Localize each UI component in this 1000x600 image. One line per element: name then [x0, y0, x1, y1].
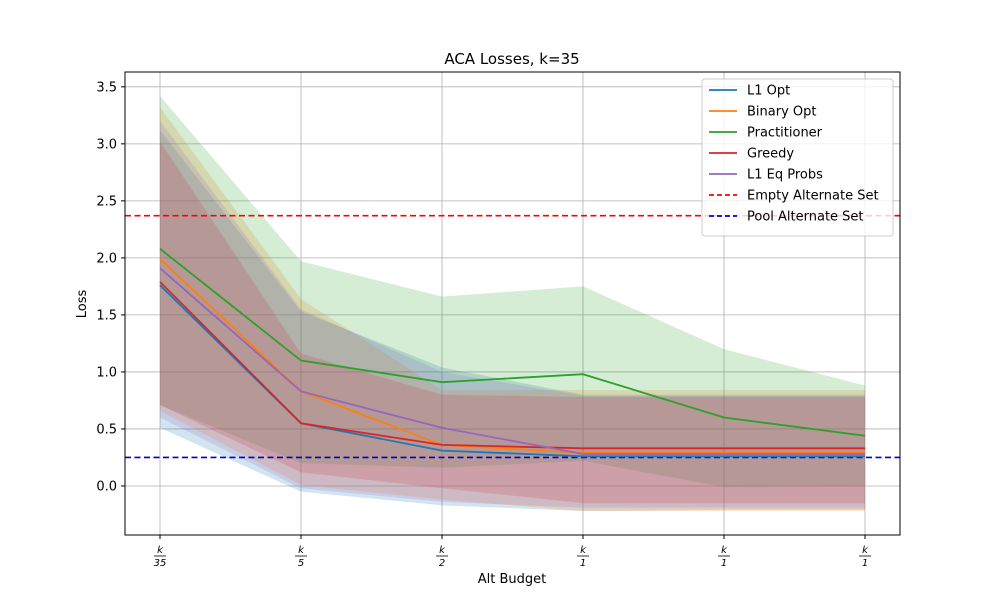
legend-label: Empty Alternate Set — [747, 189, 879, 204]
x-axis-ticks: k 35 k 5 k 2 k 1 k 1 k 1 — [154, 535, 871, 569]
x-axis-label: Alt Budget — [478, 572, 547, 587]
legend-label: Pool Alternate Set — [747, 210, 864, 225]
band-l1-opt — [160, 130, 865, 512]
x-tick-label-denominator: 35 — [154, 558, 167, 569]
x-tick-label-numerator: k — [157, 545, 164, 556]
plot-frame — [124, 71, 901, 536]
legend: L1 Opt Binary Opt Practitioner Greedy L1 Eq … — [701, 78, 894, 237]
band-l1-eq-probs — [160, 121, 865, 508]
x-tick-label-denominator: 1 — [862, 558, 868, 569]
y-tick-label: 0.0 — [96, 479, 117, 494]
legend-box — [701, 78, 894, 237]
y-tick-label: 3.5 — [96, 80, 117, 95]
line-practitioner — [159, 248, 866, 437]
band-binary-opt — [160, 107, 865, 512]
x-tick-label-denominator: 2 — [439, 558, 445, 569]
legend-label: Practitioner — [747, 126, 823, 141]
x-tick-label-numerator: k — [580, 545, 587, 556]
y-tick-label: 2.5 — [96, 194, 117, 209]
line-l1-eq-probs — [159, 267, 865, 455]
x-tick-label-numerator: k — [298, 545, 305, 556]
line-binary-opt — [159, 258, 865, 454]
y-tick-label: 0.5 — [96, 422, 117, 437]
y-tick-label: 2.0 — [96, 251, 117, 266]
legend-label: Greedy — [747, 147, 794, 162]
series-lines — [159, 248, 866, 458]
x-tick-label-denominator: 1 — [721, 558, 727, 569]
confidence-bands — [160, 95, 865, 512]
y-tick-label: 1.5 — [96, 308, 117, 323]
x-tick-label-numerator: k — [721, 545, 728, 556]
x-tick-label-numerator: k — [862, 545, 869, 556]
band-practitioner — [160, 95, 865, 488]
legend-label: L1 Eq Probs — [747, 168, 823, 183]
x-tick-label-denominator: 5 — [298, 558, 304, 569]
y-axis-label: Loss — [75, 290, 90, 319]
band-greedy — [160, 141, 865, 504]
chart-title: ACA Losses, k=35 — [444, 50, 579, 68]
y-tick-label: 1.0 — [96, 365, 117, 380]
legend-label: Binary Opt — [747, 105, 817, 120]
reference-lines — [125, 214, 900, 459]
x-tick-label-denominator: 1 — [580, 558, 586, 569]
y-axis-ticks: 0.0 0.5 1.0 1.5 2.0 2.5 3.0 3.5 — [96, 80, 125, 494]
y-tick-label: 3.0 — [96, 137, 117, 152]
x-tick-label-numerator: k — [439, 545, 446, 556]
line-greedy — [159, 281, 865, 450]
legend-label: L1 Opt — [747, 84, 790, 99]
